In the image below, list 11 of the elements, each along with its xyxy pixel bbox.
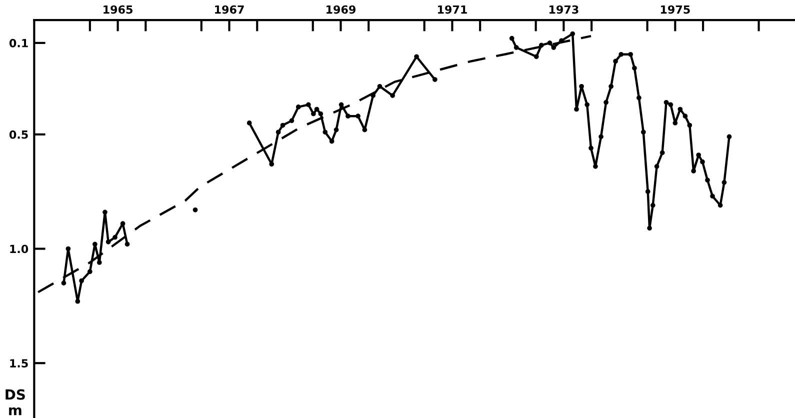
x-tick-label: 1975 bbox=[660, 5, 690, 14]
x-tick-label: 1969 bbox=[326, 5, 356, 14]
x-tick-label: 1971 bbox=[438, 5, 467, 14]
y-tick-label: 1.0 bbox=[10, 244, 28, 254]
y-axis-title: DS m bbox=[6, 389, 25, 416]
y-tick-label: 1.5 bbox=[10, 359, 28, 368]
x-tick-label: 1973 bbox=[549, 5, 578, 14]
y-tick-label: 0.5 bbox=[9, 130, 28, 139]
y-tick-label: 0.1 bbox=[9, 38, 28, 48]
x-tick-label: 1967 bbox=[215, 5, 244, 14]
x-tick-label: 1965 bbox=[104, 5, 132, 14]
